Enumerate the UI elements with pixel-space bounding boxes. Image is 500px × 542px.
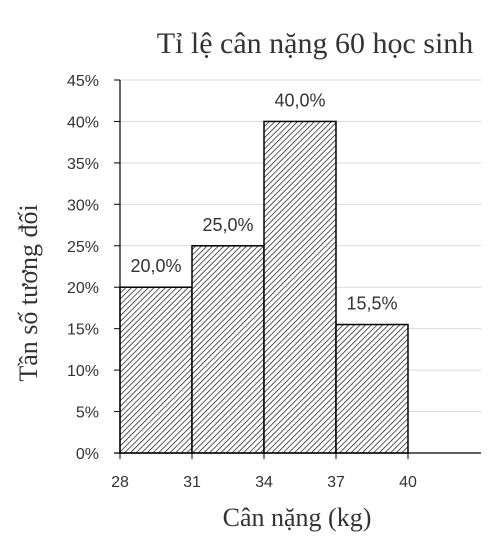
chart-title: Tỉ lệ cân nặng 60 học sinh: [157, 27, 474, 60]
y-tick-labels: 0% 5% 10% 15% 20% 25% 30% 35% 40% 45%: [67, 73, 99, 463]
x-tick-label: 31: [183, 474, 201, 491]
y-tick-label: 40%: [67, 114, 99, 131]
y-tick-label: 45%: [67, 73, 99, 90]
x-tick-label: 40: [399, 474, 417, 491]
data-label: 40,0%: [274, 90, 325, 110]
histogram-bar: [119, 286, 193, 454]
bars: [119, 120, 409, 454]
y-tick-label: 15%: [67, 322, 99, 339]
x-tick-labels: 28 31 34 37 40: [111, 474, 417, 491]
data-labels: 20,0% 25,0% 40,0% 15,5%: [130, 90, 397, 313]
y-tick-label: 35%: [67, 156, 99, 173]
x-tick-label: 37: [327, 474, 345, 491]
data-label: 15,5%: [346, 294, 397, 314]
data-label: 25,0%: [202, 215, 253, 235]
y-tick-label: 20%: [67, 280, 99, 297]
x-axis-label: Cân nặng (kg): [223, 503, 372, 532]
histogram-bar: [263, 120, 337, 454]
y-tick-label: 5%: [76, 405, 99, 422]
axes: [114, 79, 481, 459]
data-label: 20,0%: [130, 256, 181, 276]
x-tick-label: 28: [111, 474, 129, 491]
y-tick-label: 25%: [67, 239, 99, 256]
y-tick-label: 30%: [67, 197, 99, 214]
x-tick-label: 34: [255, 474, 273, 491]
histogram-bar: [335, 323, 409, 454]
y-tick-label: 10%: [67, 363, 99, 380]
histogram-bar: [191, 245, 265, 454]
y-tick-label: 0%: [76, 446, 99, 463]
y-axis-label: Tần số tương đối: [14, 204, 43, 381]
